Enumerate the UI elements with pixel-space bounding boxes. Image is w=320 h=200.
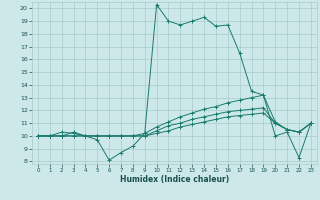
X-axis label: Humidex (Indice chaleur): Humidex (Indice chaleur) — [120, 175, 229, 184]
